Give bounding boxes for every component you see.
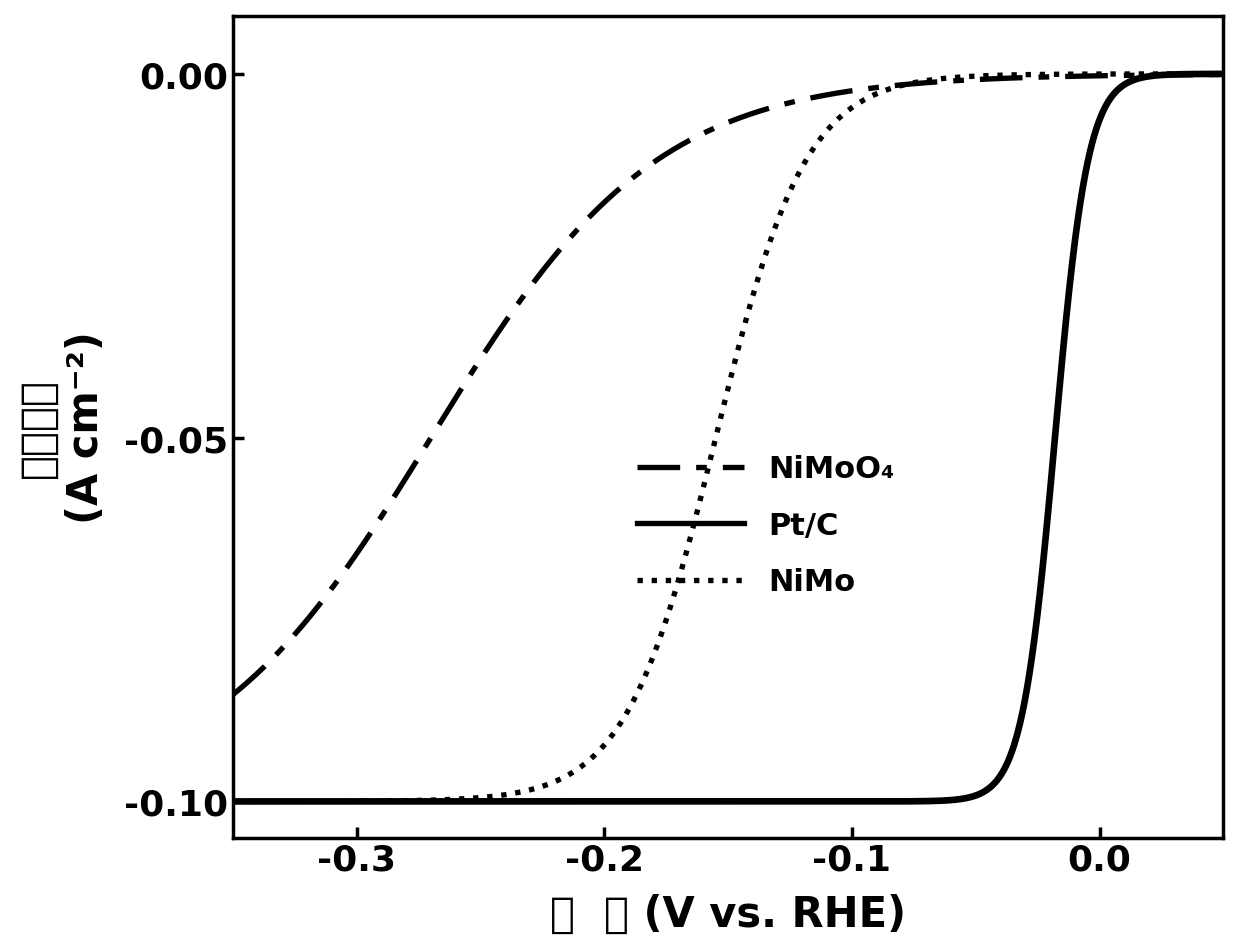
NiMoO₄ <box>397 475 412 486</box>
Legend: NiMoO₄, Pt/C, NiMo: NiMoO₄, Pt/C, NiMo <box>625 443 906 609</box>
NiMoO₄ <box>1216 69 1231 81</box>
Line: NiMoO₄: NiMoO₄ <box>233 75 1224 695</box>
NiMo <box>605 729 620 741</box>
NiMo <box>649 645 663 656</box>
NiMo <box>1090 69 1105 81</box>
X-axis label: 电  压 (V vs. RHE): 电 压 (V vs. RHE) <box>551 893 906 936</box>
Pt/C <box>397 796 412 807</box>
NiMoO₄ <box>226 689 241 701</box>
Y-axis label: 电流密度
(A cm⁻²): 电流密度 (A cm⁻²) <box>16 331 108 524</box>
NiMo <box>397 795 412 806</box>
NiMoO₄ <box>1090 71 1105 83</box>
Line: Pt/C: Pt/C <box>233 75 1224 802</box>
NiMo <box>1197 69 1211 81</box>
NiMo <box>339 796 353 807</box>
Pt/C <box>1090 121 1105 132</box>
NiMoO₄ <box>605 189 620 201</box>
NiMo <box>1216 69 1231 81</box>
Pt/C <box>649 796 663 807</box>
NiMo <box>226 796 241 807</box>
Pt/C <box>605 796 620 807</box>
Line: NiMo: NiMo <box>233 75 1224 802</box>
Pt/C <box>1197 69 1211 81</box>
NiMoO₄ <box>649 156 663 168</box>
Pt/C <box>226 796 241 807</box>
NiMoO₄ <box>1197 69 1211 81</box>
Pt/C <box>339 796 353 807</box>
NiMoO₄ <box>339 564 353 575</box>
Pt/C <box>1216 69 1231 81</box>
